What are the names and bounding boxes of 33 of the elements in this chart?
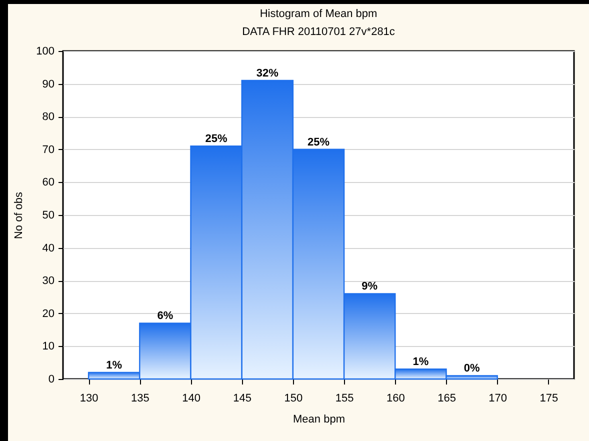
y-tick-label: 20 <box>42 308 54 320</box>
x-tick-label: 150 <box>284 392 303 404</box>
x-tick-label: 145 <box>233 392 252 404</box>
y-tick-label: 70 <box>42 144 54 156</box>
x-axis-title: Mean bpm <box>293 414 345 426</box>
x-tick-label: 135 <box>130 392 150 404</box>
annotation: 0% <box>464 362 480 375</box>
y-tick-label: 100 <box>36 46 54 58</box>
annotation: 9% <box>362 280 378 293</box>
y-tick-label: 80 <box>42 111 54 124</box>
annotation: 25% <box>205 133 228 146</box>
y-tick-label: 90 <box>42 78 54 90</box>
x-tick-label: 165 <box>438 392 456 404</box>
y-tick-label: 0 <box>48 374 54 386</box>
x-tick-label: 155 <box>335 392 354 404</box>
y-tick-label: 10 <box>42 340 54 353</box>
x-tick-label: 140 <box>182 392 200 404</box>
annotation: 32% <box>256 68 279 80</box>
x-tick-label: 130 <box>80 392 98 404</box>
annotation: 6% <box>157 310 174 322</box>
x-tick-label: 160 <box>386 392 405 404</box>
annotation: 1% <box>412 356 429 368</box>
x-tick-label: 175 <box>540 392 558 404</box>
annotation: 25% <box>307 136 330 148</box>
y-axis-title: No of obs <box>13 191 26 240</box>
annotation: 1% <box>106 359 122 372</box>
y-tick-label: 60 <box>42 176 54 189</box>
y-tick-label: 40 <box>42 242 54 254</box>
y-tick-label: 50 <box>42 210 54 222</box>
chart-title: Histogram of Mean bpm <box>260 8 378 20</box>
y-tick-label: 30 <box>42 275 54 288</box>
x-tick-label: 170 <box>488 392 508 404</box>
chart-subtitle: DATA FHR 20110701 27v*281c <box>242 26 396 38</box>
